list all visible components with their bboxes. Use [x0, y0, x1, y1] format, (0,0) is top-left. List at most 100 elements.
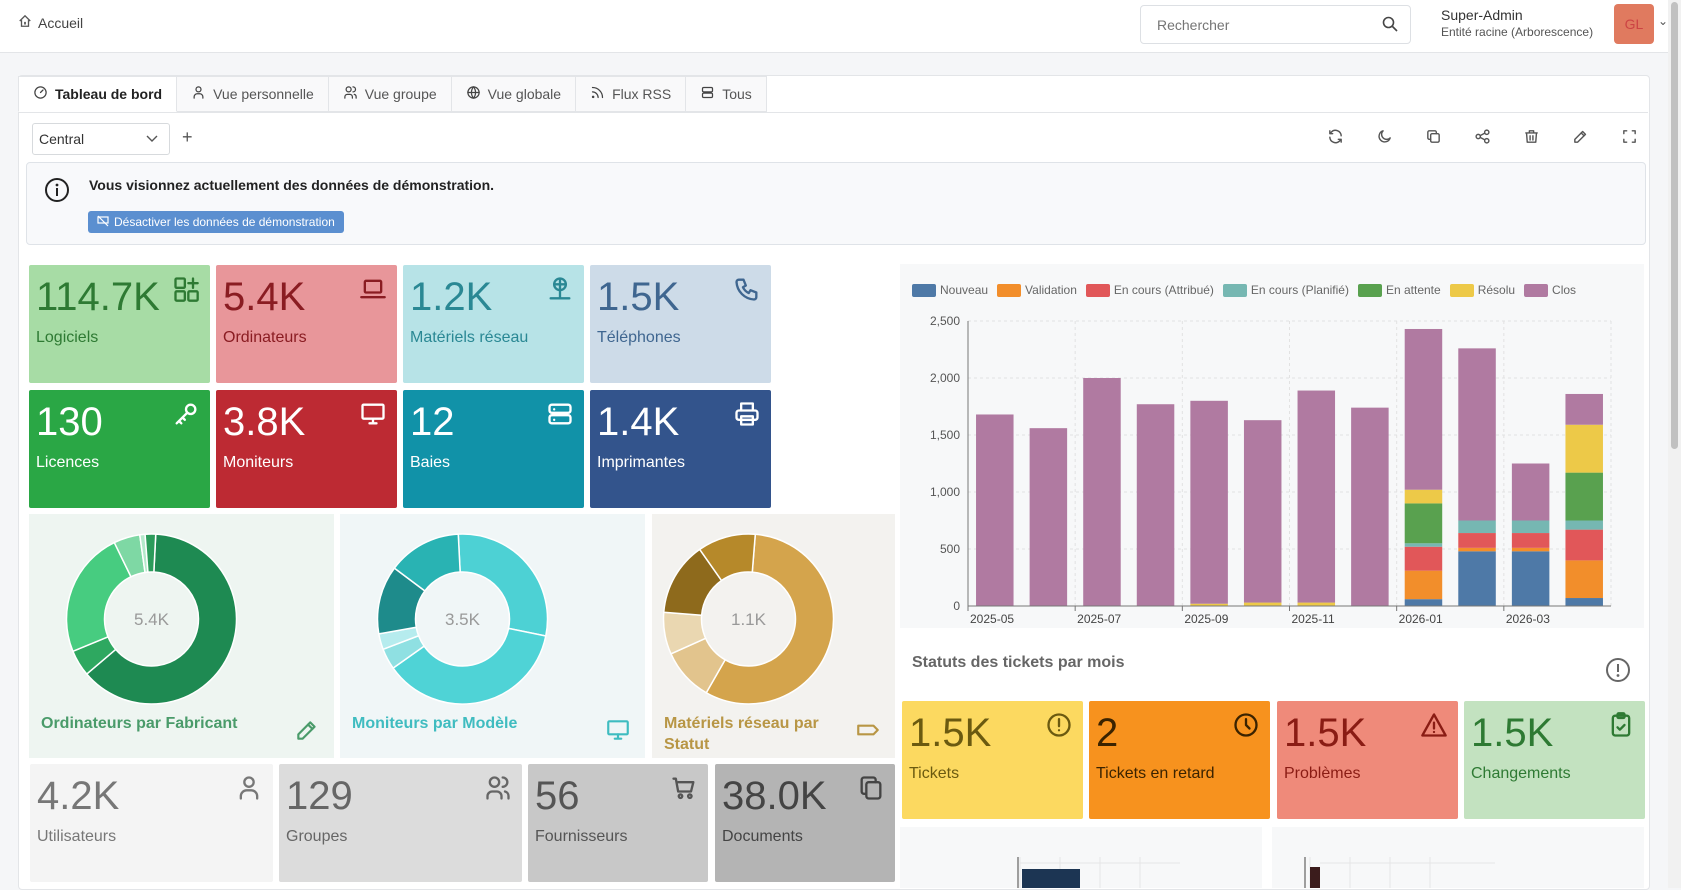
legend-item[interactable]: En attente: [1357, 283, 1441, 297]
chart-bar-segment[interactable]: [1297, 390, 1336, 603]
stat-card-baies[interactable]: 12 Baies: [403, 390, 584, 508]
donut-title[interactable]: Moniteurs par Modèle: [352, 715, 518, 732]
stat-card-changements[interactable]: 1.5K Changements: [1464, 701, 1645, 819]
stat-card-moniteurs[interactable]: 3.8K Moniteurs: [216, 390, 397, 508]
chart-bar-segment[interactable]: [1136, 404, 1175, 606]
scrollbar-thumb[interactable]: [1671, 2, 1678, 449]
share-icon[interactable]: [1472, 126, 1492, 146]
tab-vue-globale[interactable]: Vue globale: [451, 76, 577, 112]
chart-bar-segment[interactable]: [1404, 543, 1443, 547]
scrollbar[interactable]: [1668, 0, 1681, 888]
chart-bar-segment[interactable]: [1458, 551, 1496, 606]
chart-bar-segment[interactable]: [1565, 393, 1603, 425]
chart-bar-segment[interactable]: [1297, 602, 1336, 606]
donut-slice[interactable]: [705, 533, 835, 705]
chart-bar-segment[interactable]: [1083, 378, 1121, 606]
search-box[interactable]: [1140, 5, 1411, 44]
legend-item[interactable]: Validation: [997, 283, 1077, 297]
chart-bar-segment[interactable]: [1565, 520, 1603, 530]
tab-vue-groupe[interactable]: Vue groupe: [328, 76, 452, 112]
tag-icon[interactable]: [855, 717, 881, 748]
stat-card-tickets[interactable]: 1.5K Tickets: [902, 701, 1083, 819]
home-link[interactable]: Accueil: [18, 14, 83, 31]
tab-tableau-de-bord[interactable]: Tableau de bord: [18, 76, 178, 112]
search-input[interactable]: [1155, 16, 1379, 34]
legend-item[interactable]: Résolu: [1449, 283, 1515, 297]
stat-card-groupes[interactable]: 129 Groupes: [279, 764, 522, 882]
chart-bar-segment[interactable]: [1190, 400, 1228, 604]
trash-icon[interactable]: [1521, 126, 1541, 146]
stat-label: Licences: [36, 454, 100, 471]
legend-item[interactable]: En cours (Attribué): [1085, 283, 1214, 297]
fullscreen-icon[interactable]: [1619, 126, 1639, 146]
stat-card-logiciels[interactable]: 114.7K Logiciels: [29, 265, 210, 383]
stat-card-probl-mes[interactable]: 1.5K Problèmes: [1277, 701, 1458, 819]
chart-bar-segment[interactable]: [1511, 463, 1550, 521]
copy-icon[interactable]: [1423, 126, 1443, 146]
chart-bar-segment[interactable]: [1458, 520, 1496, 534]
legend-item[interactable]: En cours (Planifié): [1222, 283, 1349, 297]
chart-bar-segment[interactable]: [1511, 520, 1550, 534]
donut-slice[interactable]: [144, 533, 157, 573]
donut-slice[interactable]: [457, 533, 549, 637]
stat-card-documents[interactable]: 38.0K Documents: [715, 764, 895, 882]
chart-bar-segment[interactable]: [1190, 603, 1228, 606]
donut-slice[interactable]: [65, 541, 132, 653]
chart-bar-segment[interactable]: [1511, 533, 1550, 548]
stat-card-imprimantes[interactable]: 1.4K Imprimantes: [590, 390, 771, 508]
chart-bar-segment[interactable]: [1404, 489, 1443, 504]
stat-value: 129: [286, 774, 353, 818]
legend-label: Validation: [1025, 283, 1077, 297]
user-menu[interactable]: Super-Admin Entité racine (Arborescence): [1441, 7, 1593, 39]
chart-bar-segment[interactable]: [1565, 472, 1603, 521]
chart-bar-segment[interactable]: [1511, 547, 1550, 552]
tab-vue-personnelle[interactable]: Vue personnelle: [177, 76, 329, 112]
edit-icon[interactable]: [1570, 126, 1590, 146]
chart-bar-segment[interactable]: [1351, 407, 1389, 606]
chart-bar-segment[interactable]: [1458, 348, 1496, 521]
chart-bar-segment[interactable]: [1565, 529, 1603, 561]
donut-slice[interactable]: [85, 533, 238, 705]
donut-slice[interactable]: [392, 627, 547, 705]
tab-tous[interactable]: Tous: [686, 76, 767, 112]
stat-card-fournisseurs[interactable]: 56 Fournisseurs: [528, 764, 708, 882]
chart-bar-segment[interactable]: [1404, 546, 1443, 571]
refresh-icon[interactable]: [1325, 126, 1345, 146]
chevron-down-icon[interactable]: ⌄: [1658, 14, 1669, 28]
monitor-icon[interactable]: [605, 717, 631, 748]
search-icon[interactable]: [1382, 16, 1398, 37]
stat-card-utilisateurs[interactable]: 4.2K Utilisateurs: [30, 764, 273, 882]
chart-bar-segment[interactable]: [1404, 503, 1443, 544]
chart-bar-segment[interactable]: [1404, 570, 1443, 600]
chart-bar-segment[interactable]: [1458, 533, 1496, 548]
disable-demo-button[interactable]: Désactiver les données de démonstration: [88, 211, 344, 233]
chart-bar-segment[interactable]: [1511, 551, 1550, 606]
legend-item[interactable]: Nouveau: [912, 283, 988, 297]
add-dashboard-button[interactable]: +: [182, 127, 193, 147]
donut-slice[interactable]: [393, 533, 461, 592]
chart-bar-segment[interactable]: [1565, 598, 1603, 606]
chart-bar-segment[interactable]: [976, 414, 1014, 606]
chart-bar-segment[interactable]: [1404, 599, 1443, 606]
stat-card-t-l-phones[interactable]: 1.5K Téléphones: [590, 265, 771, 383]
donut-slice[interactable]: [698, 533, 757, 582]
chart-bar-segment[interactable]: [1565, 424, 1603, 473]
legend-item[interactable]: Clos: [1524, 283, 1576, 297]
dashboard-select[interactable]: Central: [32, 123, 170, 155]
moon-icon[interactable]: [1374, 126, 1394, 146]
chart-bar-segment[interactable]: [1243, 420, 1282, 603]
tab-flux-rss[interactable]: Flux RSS: [576, 76, 687, 112]
chart-bar-segment[interactable]: [1029, 428, 1068, 606]
donut-title[interactable]: Ordinateurs par Fabricant: [41, 715, 238, 732]
stat-card-licences[interactable]: 130 Licences: [29, 390, 210, 508]
chart-bar-segment[interactable]: [1458, 547, 1496, 552]
stat-card-tickets-en-retard[interactable]: 2 Tickets en retard: [1089, 701, 1270, 819]
chart-bar-segment[interactable]: [1565, 560, 1603, 599]
stat-card-ordinateurs[interactable]: 5.4K Ordinateurs: [216, 265, 397, 383]
edit-icon[interactable]: [294, 717, 320, 748]
stat-card-mat-riels-r-seau[interactable]: 1.2K Matériels réseau: [403, 265, 584, 383]
donut-title[interactable]: Matériels réseau par Statut: [664, 715, 819, 753]
chart-bar-segment[interactable]: [1243, 602, 1282, 606]
chart-bar-segment[interactable]: [1404, 328, 1443, 490]
avatar[interactable]: GL: [1614, 4, 1654, 44]
